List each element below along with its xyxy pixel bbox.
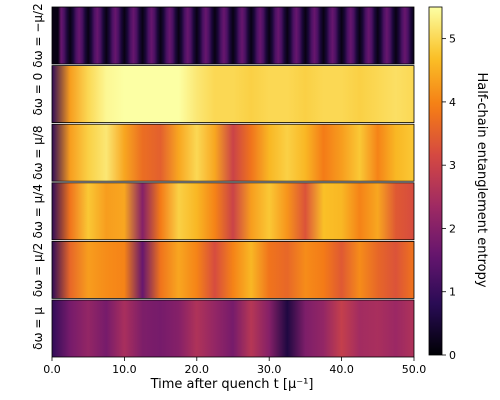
heatmap-row <box>51 65 415 123</box>
heatmap-row <box>51 240 415 299</box>
heatmap-row <box>51 299 415 358</box>
colorbar-tick-label: 0 <box>449 349 456 362</box>
row-label: δω = 0 <box>31 73 45 116</box>
colorbar: 0 1 2 3 4 5 <box>428 6 456 362</box>
row-label: δω = μ/8 <box>31 126 45 180</box>
x-tick-label: 10.0 <box>112 363 137 376</box>
x-tick-label: 50.0 <box>402 363 427 376</box>
x-axis: 0.0 10.0 20.0 30.0 40.0 50.0 <box>43 357 426 376</box>
row-labels: δω = −μ/2 δω = 0 δω = μ/8 δω = μ/4 δω = μ/2 δ… <box>31 3 45 350</box>
heatmap-panels <box>51 6 415 358</box>
colorbar-tick-label: 1 <box>449 286 456 299</box>
x-tick-label: 40.0 <box>329 363 354 376</box>
heatmap-row <box>51 6 415 65</box>
row-label: δω = −μ/2 <box>31 3 45 67</box>
colorbar-tick-label: 3 <box>449 159 456 172</box>
x-tick-label: 20.0 <box>185 363 210 376</box>
colorbar-tick-label: 2 <box>449 222 456 235</box>
row-label: δω = μ <box>31 307 45 350</box>
x-tick-label: 0.0 <box>43 363 61 376</box>
row-label: δω = μ/4 <box>31 184 45 238</box>
heatmap-row <box>51 123 415 182</box>
row-label: δω = μ/2 <box>31 243 45 297</box>
heatmap-row <box>51 182 415 241</box>
x-axis-label: Time after quench t [μ⁻¹] <box>150 377 314 392</box>
colorbar-tick-label: 5 <box>449 33 456 46</box>
colorbar-tick-label: 4 <box>449 96 456 109</box>
x-tick-label: 30.0 <box>257 363 282 376</box>
colorbar-label: Half-chain entanglement entropy <box>474 72 489 287</box>
colorbar-gradient <box>428 6 443 356</box>
